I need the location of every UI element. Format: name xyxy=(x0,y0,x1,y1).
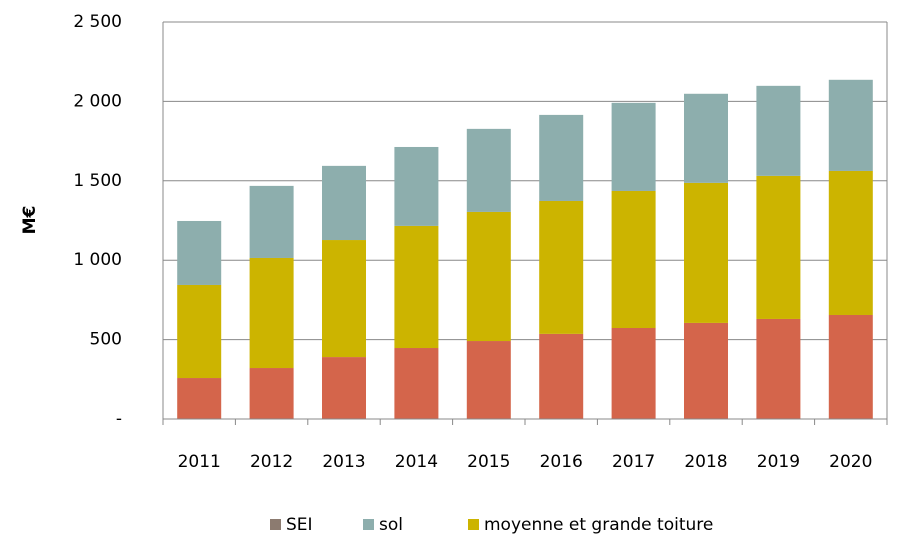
legend-swatch xyxy=(363,519,374,530)
y-tick-label: 1 000 xyxy=(73,250,122,270)
x-tick-label: 2012 xyxy=(250,452,293,472)
bar-segment xyxy=(249,185,294,258)
bar-segment xyxy=(466,128,511,212)
x-tick-label: 2014 xyxy=(395,452,438,472)
bar-segment xyxy=(466,211,511,342)
bar-segment xyxy=(756,318,801,419)
bar-segment xyxy=(466,341,511,419)
x-tick-label: 2013 xyxy=(322,452,365,472)
bar-segment xyxy=(249,368,294,419)
bar-segment xyxy=(177,284,222,379)
y-tick-label: 2 000 xyxy=(73,91,122,111)
y-tick-label: 1 500 xyxy=(73,171,122,191)
bar-segment xyxy=(684,182,728,323)
bar-segment xyxy=(394,225,439,349)
legend-label: SEI xyxy=(286,515,313,535)
bar-segment xyxy=(828,170,873,315)
bar-segment xyxy=(322,165,366,241)
bar-segment xyxy=(684,93,728,183)
y-tick-label: 2 500 xyxy=(73,12,122,32)
bar-segment xyxy=(322,240,366,358)
x-tick-label: 2011 xyxy=(178,452,221,472)
y-tick-label: - xyxy=(116,409,122,429)
x-tick-label: 2020 xyxy=(829,452,872,472)
bar-segment xyxy=(611,328,656,419)
legend-swatch xyxy=(468,519,479,530)
legend-swatch xyxy=(270,519,281,530)
y-tick-label: 500 xyxy=(90,330,122,350)
bar-segment xyxy=(177,220,222,285)
bar-segment xyxy=(539,333,584,419)
x-tick-label: 2018 xyxy=(684,452,727,472)
x-tick-label: 2015 xyxy=(467,452,510,472)
bar-segment xyxy=(394,348,439,419)
bar-segment xyxy=(322,357,366,419)
bar-segment xyxy=(684,322,728,419)
legend-label: moyenne et grande toiture xyxy=(484,515,713,535)
bar-segment xyxy=(828,79,873,171)
bar-segment xyxy=(611,190,656,329)
bar-segment xyxy=(249,257,294,369)
x-tick-label: 2017 xyxy=(612,452,655,472)
y-axis-label: M€ xyxy=(20,206,40,235)
bar-segment xyxy=(756,85,801,176)
bar-segment xyxy=(394,146,439,226)
bar-segment xyxy=(756,175,801,319)
x-tick-label: 2016 xyxy=(540,452,583,472)
legend-label: sol xyxy=(379,515,403,535)
x-tick-label: 2019 xyxy=(757,452,800,472)
bar-segment xyxy=(828,314,873,419)
bar-segment xyxy=(539,200,584,334)
bar-segment xyxy=(539,114,584,201)
bar-segment xyxy=(177,378,222,419)
bar-segment xyxy=(611,102,656,191)
